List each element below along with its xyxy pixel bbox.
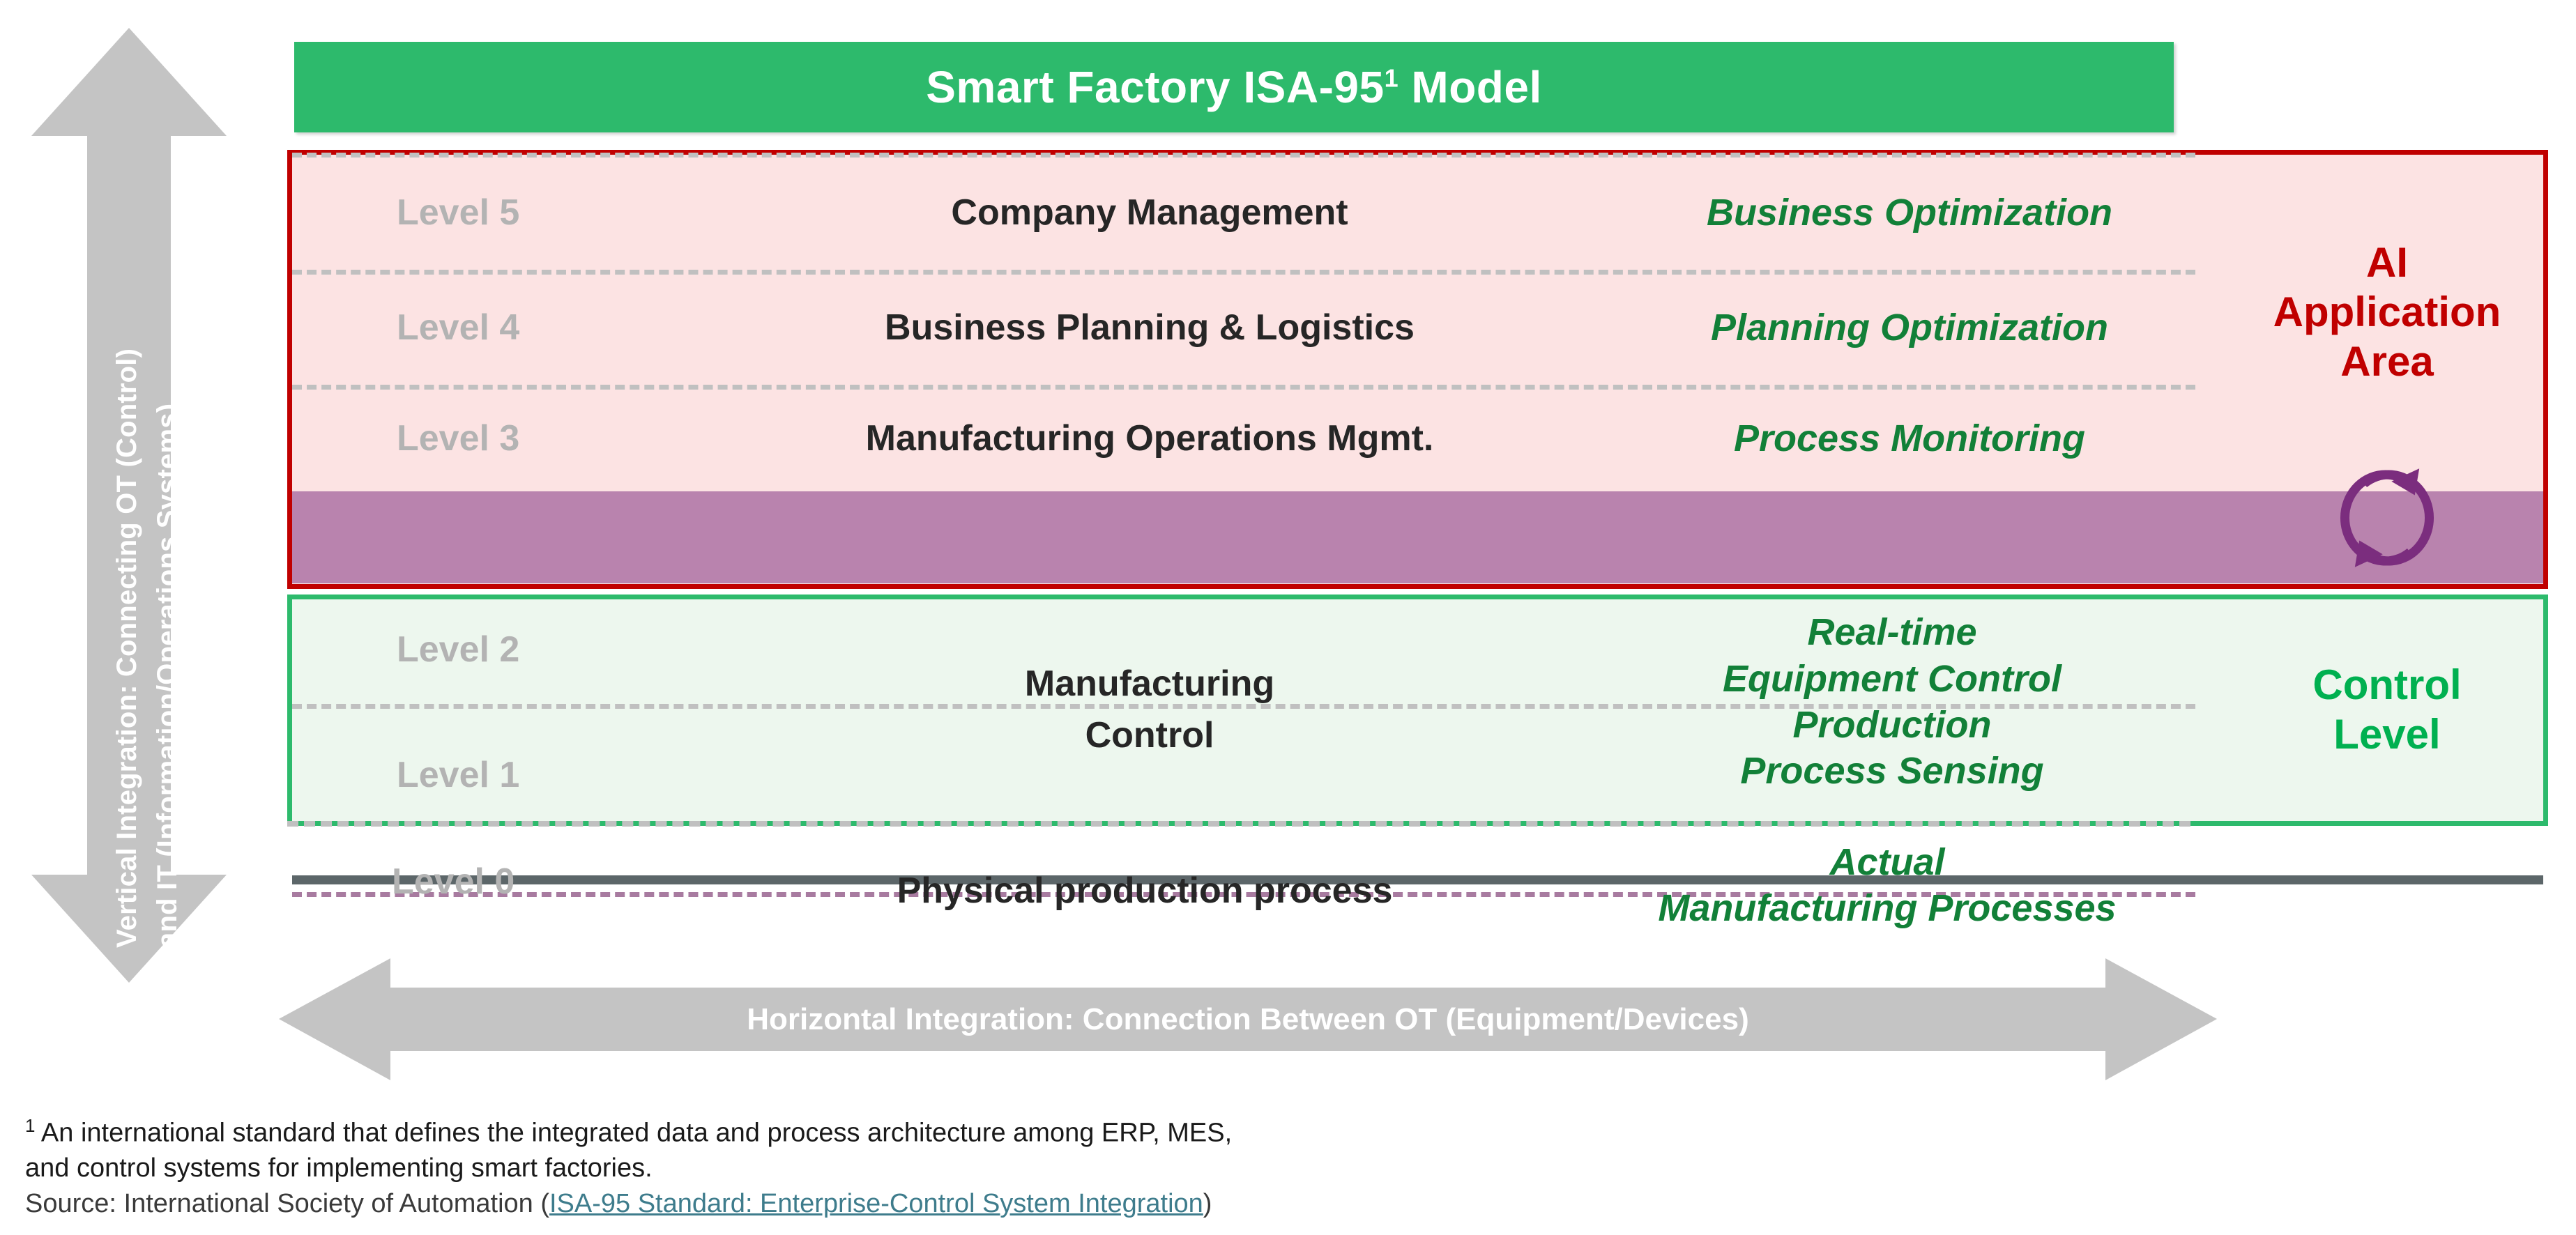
control-name-line2: Control [1085,715,1214,755]
control-bottom-dashed-line [287,821,2190,827]
level-5-description: Business Optimization [1706,191,2113,233]
level-1-label: Level 1 [397,755,520,795]
footnote-marker: 1 [25,1115,36,1136]
horizontal-arrow-label: Horizontal Integration: Connection Betwe… [747,1002,1749,1036]
ai-application-area-box: Level 5 Company Management Business Opti… [287,150,2548,897]
footnote: 1 An international standard that defines… [25,1114,2117,1221]
control-label-line1: Control [2312,661,2462,709]
control-desc-line4: Process Sensing [1740,750,2044,792]
level-4-description: Planning Optimization [1711,306,2108,348]
control-level-description: Real-time Equipment Control Production P… [1540,591,2244,813]
level-2-label: Level 2 [397,629,520,670]
footnote-text1: An international standard that defines t… [35,1118,1233,1148]
level-3-description: Process Monitoring [1733,417,2086,459]
ai-label-line3: Area [2340,337,2434,385]
footnote-line1: 1 An international standard that defines… [25,1114,2117,1151]
double-headed-horizontal-arrow-icon [279,958,2217,1080]
isa95-standard-link[interactable]: ISA-95 Standard: Enterprise-Control Syst… [549,1188,1203,1218]
level-separator-4-3 [292,385,2195,390]
control-desc-line1: Real-time [1807,611,1977,654]
band-dashed-line [292,892,2195,897]
vertical-arrow-label-line2: and IT (Information/Operations Systems) [152,403,183,948]
ai-application-area-label: AI Application Area [2237,238,2537,386]
level-row-3: Level 3 Manufacturing Operations Mgmt. P… [292,385,2543,491]
title-suffix: Model [1398,62,1542,112]
double-headed-vertical-arrow-icon [31,28,227,983]
title-main: Smart Factory ISA-95 [926,62,1385,112]
level-0-name: Physical production process [897,870,1393,911]
level-separator-5-4 [292,270,2195,275]
level-0-desc-line2: Manufacturing Processes [1658,887,2117,929]
control-desc-line3: Production [1792,704,1992,746]
diagram-title-bar: Smart Factory ISA-951 Model [294,42,2174,132]
ai-label-line1: AI [2366,239,2408,286]
level-row-4: Level 4 Business Planning & Logistics Pl… [292,270,2543,385]
level-4-name: Business Planning & Logistics [885,307,1415,348]
page-title: Smart Factory ISA-951 Model [926,61,1542,113]
control-label-line2: Level [2333,711,2441,758]
footnote-line2: and control systems for implementing sma… [25,1153,653,1183]
level-0-label: Level 0 [392,861,515,902]
control-level-box: Level 2 Level 1 Manufacturing Control Re… [287,595,2548,826]
ai-label-line2: Application [2273,288,2501,335]
level-5-label: Level 5 [397,192,520,233]
level-0-description: Actual Manufacturing Processes [1535,840,2239,932]
control-desc-line2: Equipment Control [1723,657,2061,700]
control-level-label: Control Level [2237,661,2537,760]
level-3-name: Manufacturing Operations Mgmt. [865,417,1434,459]
level-row-5: Level 5 Company Management Business Opti… [292,155,2543,270]
source-prefix: Source: International Society of Automat… [25,1188,549,1218]
control-level-name: Manufacturing Control [738,599,1561,821]
level-0-desc-line1: Actual [1829,841,1945,883]
title-superscript: 1 [1384,63,1399,93]
vertical-integration-arrow: Vertical Integration: Connecting OT (Con… [28,21,230,990]
vertical-arrow-label-line1: Vertical Integration: Connecting OT (Con… [112,348,142,948]
integration-band [292,491,2543,897]
ai-top-dashed-line [292,153,2195,158]
level-4-label: Level 4 [397,307,520,348]
circular-cycle-arrow-icon [2340,468,2434,567]
control-name-line1: Manufacturing [1024,663,1275,705]
source-suffix: ) [1203,1188,1212,1218]
level-5-name: Company Management [951,192,1348,233]
source-line: Source: International Society of Automat… [25,1186,2117,1222]
network-line [292,875,2543,884]
level-3-label: Level 3 [397,417,520,459]
level-separator-2-1 [292,704,2195,709]
